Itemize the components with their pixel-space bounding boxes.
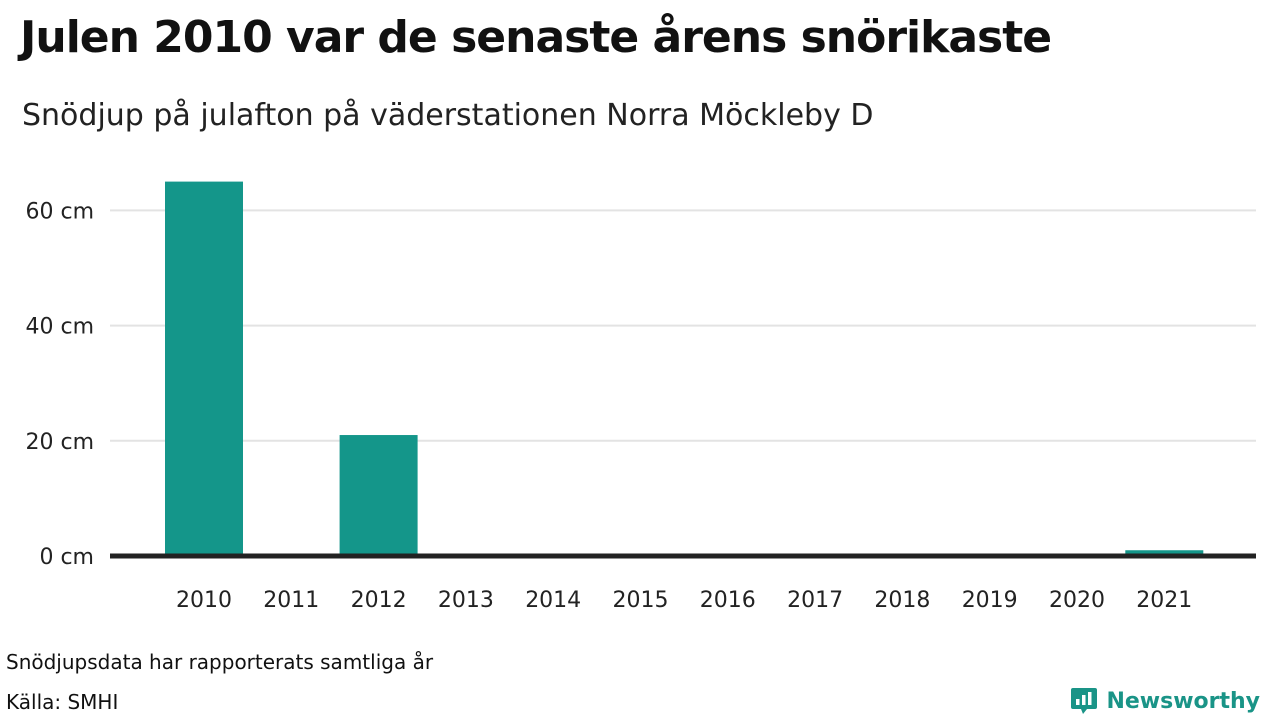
brand-logo: Newsworthy <box>1070 686 1260 716</box>
x-tick-label: 2014 <box>525 588 581 613</box>
x-tick-label: 2017 <box>787 588 843 613</box>
bar-chart: 0 cm 20 cm 40 cm 60 cm 2010 2011 2012 2013 2014… <box>25 181 1256 613</box>
x-tick-label: 2013 <box>438 588 494 613</box>
y-tick-label: 40 cm <box>25 315 94 340</box>
bar-2012 <box>339 435 418 556</box>
x-tick-label: 2011 <box>263 588 319 613</box>
bars <box>165 181 1204 556</box>
y-tick-label: 60 cm <box>25 199 94 224</box>
x-axis-tick-labels: 2010 2011 2012 2013 2014 2015 2016 2017 2018 2019… <box>176 588 1192 613</box>
bar-2021 <box>1125 550 1204 556</box>
y-axis-tick-labels: 0 cm 20 cm 40 cm 60 cm <box>25 199 94 570</box>
chart-subtitle: Snödjup på julafton på väderstationen No… <box>22 98 874 133</box>
source-note: Källa: SMHI <box>6 690 119 714</box>
y-tick-label: 20 cm <box>25 430 94 455</box>
x-tick-label: 2016 <box>700 588 756 613</box>
x-tick-label: 2015 <box>613 588 669 613</box>
x-tick-label: 2021 <box>1136 588 1192 613</box>
x-tick-label: 2018 <box>874 588 930 613</box>
footnote: Snödjupsdata har rapporterats samtliga å… <box>6 650 434 674</box>
x-tick-label: 2012 <box>351 588 407 613</box>
newsworthy-logo-icon <box>1071 688 1098 714</box>
x-tick-label: 2010 <box>176 588 232 613</box>
bar-2010 <box>165 181 243 556</box>
gridlines <box>110 209 1256 442</box>
brand-name: Newsworthy <box>1106 688 1260 714</box>
chart-title: Julen 2010 var de senaste årens snörikas… <box>20 12 1052 63</box>
x-tick-label: 2020 <box>1049 588 1105 613</box>
y-tick-label: 0 cm <box>39 545 94 570</box>
x-tick-label: 2019 <box>962 588 1018 613</box>
